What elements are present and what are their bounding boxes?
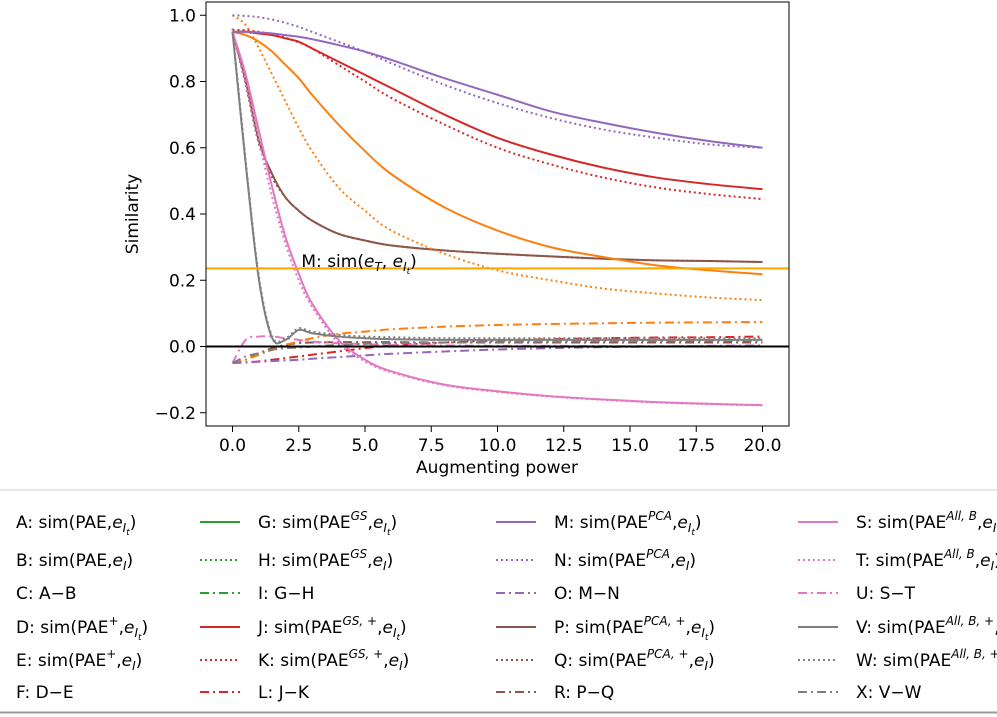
legend-label: F: D−E [16,683,74,703]
series-line-v [231,31,763,345]
series-line-f [232,320,763,365]
legend-label: N: sim(PAEPCA,eI) [554,547,696,573]
x-tick-label: 2.5 [285,436,312,456]
annotation-label: M: sim(eT, eIt) [301,252,416,277]
y-axis: −0.2 0.0 0.2 0.4 0.6 0.8 1.0 [155,6,206,424]
legend-label: K: sim(PAEGS, +,eI) [258,647,409,673]
legend-label: A: sim(PAE,eIt) [16,513,136,538]
plot-area [206,14,789,407]
legend-label: U: S−T [856,584,916,604]
legend-label: G: sim(PAEGS,eIt) [258,509,397,538]
legend-label: P: sim(PAEPCA, +,eIt) [554,614,715,643]
x-tick-label: 15.0 [611,436,649,456]
series-line-r [232,341,763,365]
plot-frame [205,1,790,427]
legend-label: L: J−K [258,683,310,703]
legend-label: I: G−H [258,584,314,604]
x-tick-label: 0.0 [219,436,246,456]
legend-label: M: sim(PAEPCA,eIt) [554,509,702,538]
legend-label: Q: sim(PAEPCA, +,eI) [554,647,715,673]
legend: A: sim(PAE,eIt) B: sim(PAE,eI) C: A−B D: si… [0,489,997,714]
legend-box [0,489,997,713]
legend-label: C: A−B [16,584,77,604]
y-tick-label: 1.0 [169,6,196,26]
legend-label: J: sim(PAEGS, +,eIt) [257,614,407,643]
x-tick-label: 10.0 [479,436,517,456]
y-tick-label: 0.8 [169,73,196,93]
x-tick-label: 12.5 [545,436,583,456]
x-axis: 0.0 2.5 5.0 7.5 10.0 12.5 15.0 17.5 20.0 [219,426,781,456]
y-tick-label: 0.4 [169,205,196,225]
legend-label: H: sim(PAEGS,eI) [258,547,393,573]
x-axis-title: Augmenting power [416,458,578,478]
y-tick-label: 0.0 [169,338,196,358]
series-line-d [232,30,763,276]
series-line-x [232,339,763,364]
legend-label: R: P−Q [554,683,614,703]
legend-label: B: sim(PAE,eI) [16,551,133,573]
y-tick-label: 0.6 [169,139,196,159]
series-line-q [231,31,763,264]
series-line-w [231,28,763,343]
legend-label: V: sim(PAEAll, B, +,eIt) [856,614,997,643]
series-line-k [232,29,763,201]
legend-label: D: sim(PAE+,eIt) [16,614,148,643]
legend-label: W: sim(PAEAll, B, +,eI) [856,647,997,673]
legend-label: S: sim(PAEAll, B,eIt) [856,509,997,538]
series-line-n [232,14,763,149]
legend-label: X: V−W [856,683,922,703]
legend-label: E: sim(PAE+,eI) [16,647,142,673]
y-axis-title: Similarity [123,174,143,254]
series-line-t [231,31,763,407]
legend-label: T: sim(PAEAll, B,eI) [855,547,997,573]
series-line-p [231,31,763,264]
legend-label: O: M−N [554,584,620,604]
series-line-m [232,30,763,149]
y-tick-label: 0.2 [169,271,196,291]
x-tick-label: 7.5 [418,436,445,456]
annotation-m: M: sim(eT, eIt) [301,252,416,277]
x-tick-label: 17.5 [677,436,715,456]
x-tick-label: 5.0 [351,436,378,456]
series-line-j [232,30,763,191]
y-tick-label: −0.2 [155,404,196,424]
x-tick-label: 20.0 [744,436,782,456]
series-line-s [231,31,763,407]
